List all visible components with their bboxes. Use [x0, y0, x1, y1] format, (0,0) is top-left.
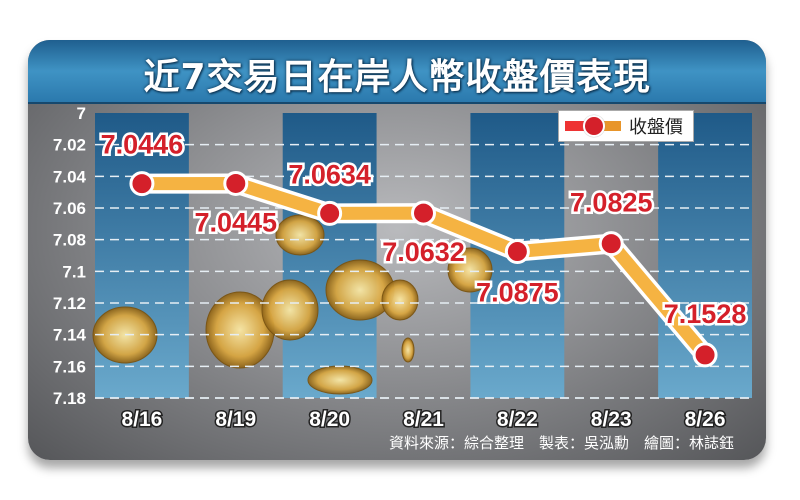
data-label: 7.0632 — [382, 237, 465, 267]
coin-image — [275, 214, 325, 256]
x-tick-label: 8/19 — [215, 408, 256, 431]
column-band — [282, 113, 377, 398]
source-credit: 資料來源：綜合整理 製表：吳泓勳 繪圖：林誌鈺 — [388, 434, 734, 452]
x-tick-label: 8/16 — [121, 408, 162, 431]
data-label: 7.0446 — [101, 130, 184, 160]
y-tick-label: 7.04 — [53, 167, 87, 186]
x-tick-label: 8/21 — [403, 408, 444, 431]
data-label: 7.0634 — [288, 159, 371, 189]
y-tick-label: 7.18 — [53, 389, 86, 408]
y-tick-label: 7.08 — [53, 231, 86, 250]
data-label: 7.1528 — [664, 299, 747, 329]
coin-image — [447, 247, 493, 293]
y-tick-label: 7.06 — [53, 199, 86, 218]
data-point — [504, 239, 530, 265]
y-tick-label: 7.14 — [53, 326, 87, 345]
chart-title: 近7交易日在岸人幣收盤價表現 — [143, 57, 651, 98]
x-tick-label: 8/26 — [685, 408, 726, 431]
data-point — [129, 171, 155, 197]
y-tick-label: 7.1 — [62, 262, 86, 281]
data-label: 7.0445 — [194, 207, 277, 237]
title-bar: 近7交易日在岸人幣收盤價表現 — [28, 40, 766, 104]
legend-label: 收盤價 — [629, 117, 683, 138]
coin-image — [401, 337, 415, 363]
y-tick-label: 7.16 — [53, 357, 86, 376]
y-tick-label: 7.12 — [53, 294, 86, 313]
data-point — [411, 200, 436, 226]
coin-image — [261, 279, 319, 341]
x-tick-label: 8/22 — [497, 408, 538, 431]
data-point — [692, 342, 718, 368]
data-label: 7.0875 — [476, 278, 559, 308]
x-tick-label: 8/20 — [309, 408, 350, 431]
data-point — [223, 170, 249, 196]
coin-image — [381, 279, 419, 321]
legend: 收盤價 — [558, 110, 694, 142]
legend-marker-icon — [565, 111, 621, 141]
y-tick-label: 7 — [77, 104, 86, 123]
data-point — [598, 231, 624, 257]
coin-image — [307, 365, 373, 395]
y-tick-label: 7.02 — [53, 136, 86, 155]
data-label: 7.0825 — [570, 188, 653, 218]
x-tick-label: 8/23 — [591, 408, 632, 431]
data-point — [317, 200, 343, 226]
